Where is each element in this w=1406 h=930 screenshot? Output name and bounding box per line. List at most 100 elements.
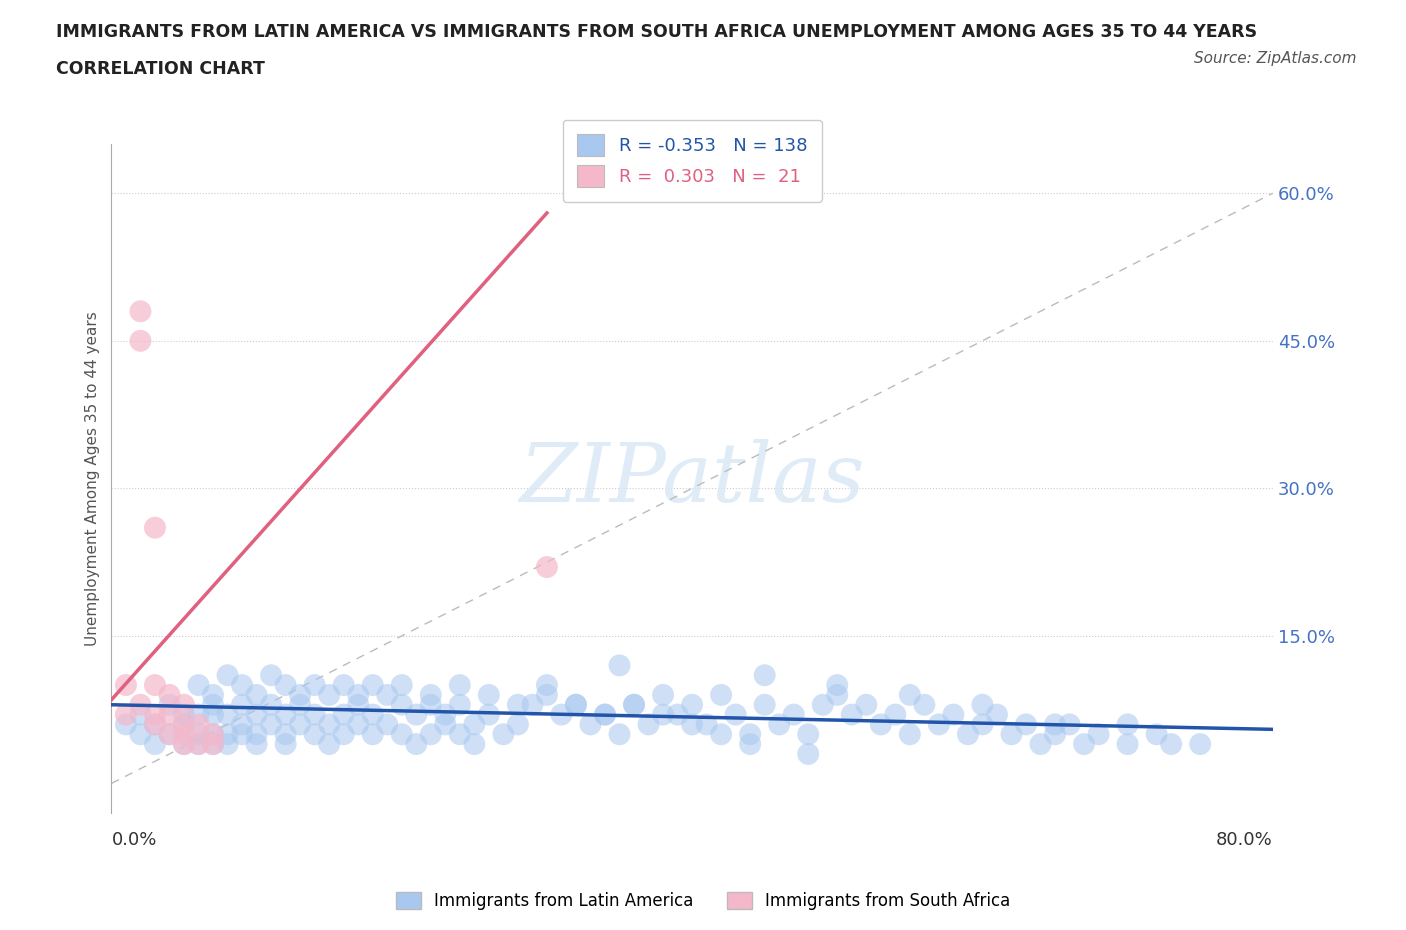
Point xyxy=(187,717,209,732)
Point xyxy=(375,717,398,732)
Point xyxy=(478,687,501,702)
Point xyxy=(115,707,138,722)
Point xyxy=(115,717,138,732)
Point xyxy=(754,668,776,683)
Point xyxy=(347,687,370,702)
Point xyxy=(115,678,138,693)
Point xyxy=(593,707,616,722)
Y-axis label: Unemployment Among Ages 35 to 44 years: Unemployment Among Ages 35 to 44 years xyxy=(86,312,100,646)
Point xyxy=(666,707,689,722)
Point xyxy=(565,698,588,712)
Point xyxy=(1189,737,1212,751)
Point xyxy=(986,707,1008,722)
Point xyxy=(187,727,209,742)
Point xyxy=(288,698,311,712)
Point xyxy=(797,727,820,742)
Point xyxy=(652,707,675,722)
Point xyxy=(536,560,558,575)
Point xyxy=(565,698,588,712)
Point xyxy=(783,707,806,722)
Point xyxy=(143,717,166,732)
Point xyxy=(260,668,283,683)
Point xyxy=(623,698,645,712)
Point xyxy=(202,687,225,702)
Point xyxy=(768,717,790,732)
Point xyxy=(245,707,267,722)
Point xyxy=(536,687,558,702)
Point xyxy=(143,707,166,722)
Point xyxy=(143,678,166,693)
Point xyxy=(1160,737,1182,751)
Point xyxy=(347,698,370,712)
Point xyxy=(449,678,471,693)
Point xyxy=(825,687,848,702)
Text: 0.0%: 0.0% xyxy=(111,830,157,849)
Point xyxy=(696,717,718,732)
Point xyxy=(304,727,326,742)
Point xyxy=(187,678,209,693)
Point xyxy=(434,707,457,722)
Point xyxy=(304,678,326,693)
Point xyxy=(173,717,195,732)
Point xyxy=(274,727,297,742)
Point xyxy=(825,678,848,693)
Point xyxy=(1059,717,1081,732)
Point xyxy=(202,727,225,742)
Point xyxy=(652,687,675,702)
Point xyxy=(754,698,776,712)
Point xyxy=(609,727,631,742)
Point xyxy=(956,727,979,742)
Point xyxy=(478,707,501,722)
Point xyxy=(159,687,181,702)
Text: IMMIGRANTS FROM LATIN AMERICA VS IMMIGRANTS FROM SOUTH AFRICA UNEMPLOYMENT AMONG: IMMIGRANTS FROM LATIN AMERICA VS IMMIGRA… xyxy=(56,23,1257,41)
Point xyxy=(129,707,152,722)
Point xyxy=(1073,737,1095,751)
Point xyxy=(449,727,471,742)
Point xyxy=(579,717,602,732)
Point xyxy=(231,727,253,742)
Point xyxy=(347,717,370,732)
Point xyxy=(972,717,994,732)
Point xyxy=(202,698,225,712)
Text: ZIPatlas: ZIPatlas xyxy=(519,439,865,519)
Point xyxy=(304,707,326,722)
Point xyxy=(740,737,762,751)
Point xyxy=(405,737,427,751)
Point xyxy=(681,698,703,712)
Point xyxy=(143,737,166,751)
Point xyxy=(129,304,152,319)
Point xyxy=(245,727,267,742)
Point xyxy=(1146,727,1168,742)
Point xyxy=(855,698,877,712)
Point xyxy=(274,737,297,751)
Point xyxy=(811,698,834,712)
Point xyxy=(274,678,297,693)
Point xyxy=(1000,727,1022,742)
Point xyxy=(231,717,253,732)
Point xyxy=(1116,737,1139,751)
Point xyxy=(797,747,820,762)
Point xyxy=(375,687,398,702)
Point xyxy=(202,727,225,742)
Point xyxy=(187,707,209,722)
Point xyxy=(245,737,267,751)
Point xyxy=(869,717,891,732)
Point xyxy=(710,727,733,742)
Point xyxy=(1116,717,1139,732)
Point xyxy=(129,698,152,712)
Point xyxy=(637,717,659,732)
Point xyxy=(288,687,311,702)
Legend: Immigrants from Latin America, Immigrants from South Africa: Immigrants from Latin America, Immigrant… xyxy=(389,885,1017,917)
Point xyxy=(159,727,181,742)
Point xyxy=(231,678,253,693)
Point xyxy=(217,727,239,742)
Point xyxy=(710,687,733,702)
Point xyxy=(361,678,384,693)
Point xyxy=(623,698,645,712)
Point xyxy=(522,698,544,712)
Point xyxy=(1043,727,1066,742)
Point xyxy=(419,727,441,742)
Point xyxy=(173,707,195,722)
Point xyxy=(318,717,340,732)
Point xyxy=(419,687,441,702)
